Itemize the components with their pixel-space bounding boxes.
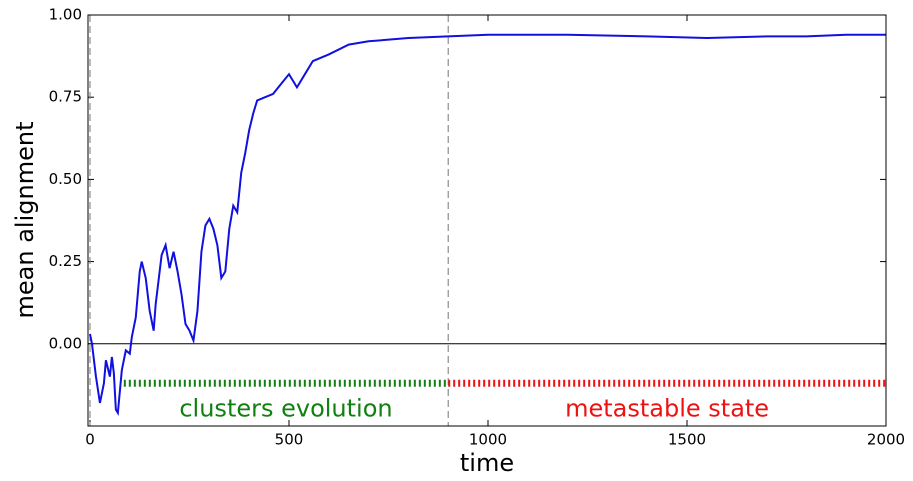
y-tick-label: 0.75 xyxy=(49,88,82,106)
x-tick-label: 1500 xyxy=(668,431,706,449)
y-tick-label: 1.00 xyxy=(49,6,82,24)
y-tick-label: 0.50 xyxy=(49,170,82,188)
phase-label: metastable state xyxy=(565,394,769,422)
plot-frame xyxy=(87,14,887,427)
x-tick-label: 2000 xyxy=(867,431,905,449)
data-line xyxy=(89,33,886,416)
x-axis-label: time xyxy=(460,449,514,477)
y-tick-label: 0.00 xyxy=(49,334,82,352)
x-tick-label: 1000 xyxy=(469,431,507,449)
x-tick-label: 0 xyxy=(85,431,95,449)
y-tick-label: 0.25 xyxy=(49,252,82,270)
phase-label: clusters evolution xyxy=(179,394,392,422)
y-axis-label: mean alignment xyxy=(11,122,39,319)
x-tick-label: 500 xyxy=(275,431,304,449)
